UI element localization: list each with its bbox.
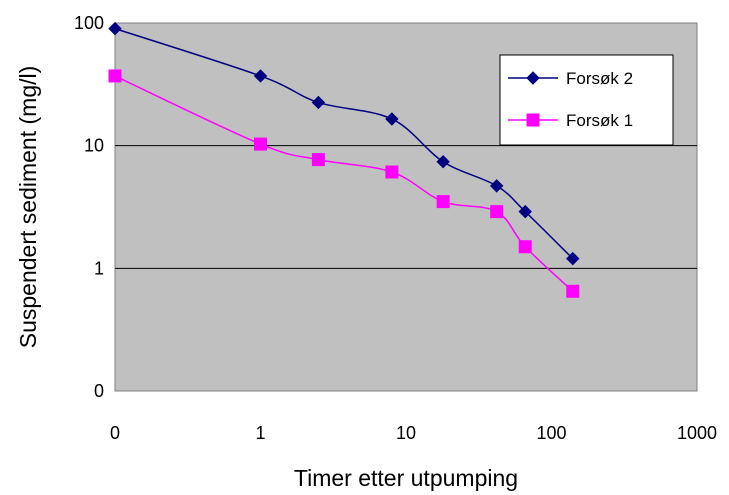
data-point: [254, 137, 267, 151]
gridlines: [115, 145, 697, 269]
data-point: [108, 21, 122, 36]
data-point: [385, 165, 399, 179]
x-tick-label: 1000: [677, 423, 717, 443]
x-tick-label: 100: [536, 423, 566, 443]
legend-box: [499, 54, 674, 146]
y-tick-label: 1: [94, 258, 104, 278]
y-tick-label: 0: [94, 381, 104, 401]
data-point: [311, 153, 325, 167]
data-point: [385, 112, 399, 126]
legend-item: Forsøk 1: [508, 111, 633, 130]
legend: Forsøk 2 Forsøk 1: [499, 54, 674, 146]
y-tick-label: 10: [84, 136, 104, 156]
data-point: [566, 251, 580, 266]
data-point: [311, 95, 326, 110]
data-point: [436, 195, 450, 209]
x-tick-label: 10: [396, 423, 416, 443]
data-point: [566, 284, 580, 298]
data-point: [518, 204, 532, 219]
data-point: [108, 69, 122, 83]
legend-marker: [526, 113, 540, 127]
x-axis-ticks: 0 1 10 100 1000: [110, 423, 717, 443]
data-point: [253, 69, 268, 83]
legend-label: Forsøk 2: [566, 69, 633, 88]
legend-marker: [526, 71, 540, 85]
data-point: [490, 205, 504, 219]
series-2: [108, 69, 580, 298]
y-axis-title: Suspendert sediment (mg/l): [15, 66, 41, 349]
y-tick-label: 100: [74, 13, 104, 33]
series-1: [108, 21, 580, 266]
legend-item: Forsøk 2: [508, 69, 633, 88]
data-point: [436, 155, 450, 169]
x-tick-label: 1: [255, 423, 265, 443]
x-axis-title: Timer etter utpumping: [294, 465, 518, 491]
y-axis-ticks: 0 1 10 100: [74, 13, 104, 401]
series-line: [114, 27, 574, 260]
data-point: [518, 240, 532, 254]
legend-label: Forsøk 1: [566, 111, 633, 130]
x-tick-label: 0: [110, 423, 120, 443]
data-point: [489, 179, 504, 193]
series-layer: [108, 21, 580, 298]
